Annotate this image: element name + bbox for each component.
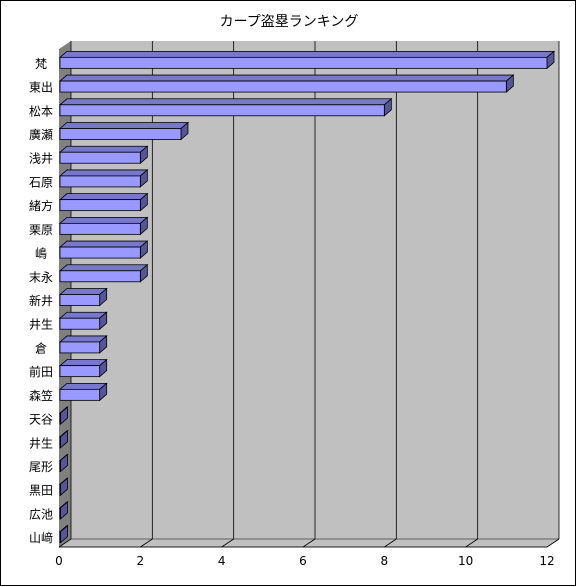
bar-top: [58, 50, 556, 58]
bar: [59, 56, 548, 69]
y-category-label: 廣瀬: [29, 128, 53, 142]
x-tick-label: 0: [55, 554, 63, 568]
bar-top: [58, 98, 393, 106]
y-category-label: 梵: [35, 57, 47, 71]
floor-gridline: [221, 538, 234, 548]
y-category-label: 末永: [29, 270, 53, 284]
chart-title: カープ盗塁ランキング: [220, 14, 359, 30]
bar-top: [58, 240, 149, 248]
y-category-label: 新井: [29, 293, 53, 308]
floor-gridline: [384, 538, 397, 548]
y-category-label: 広池: [29, 507, 53, 521]
y-category-label: 前田: [29, 364, 53, 379]
bar: [59, 483, 61, 496]
y-category-label: 石原: [29, 175, 53, 189]
bar: [59, 199, 141, 212]
bar: [59, 294, 101, 306]
bar-top: [58, 311, 108, 319]
bar-top: [58, 264, 149, 272]
bar: [59, 151, 141, 164]
x-tick-label: 2: [137, 554, 145, 568]
bar: [59, 175, 141, 188]
y-category-label: 東出: [29, 81, 53, 95]
y-category-label: 井生: [29, 318, 53, 332]
x-tick-label: 10: [458, 554, 473, 568]
bar-top: [58, 145, 149, 153]
floor-gridline: [140, 538, 153, 548]
y-category-label: 嶋: [35, 247, 47, 261]
bar-top: [58, 216, 149, 224]
bar: [59, 460, 61, 472]
bar-top: [58, 169, 149, 177]
bar: [59, 436, 61, 449]
x-tick-label: 4: [218, 554, 226, 568]
y-category-label: 山﨑: [29, 530, 53, 545]
bar: [59, 128, 182, 140]
floor-gridline: [465, 538, 478, 548]
y-category-label: 浅井: [29, 152, 53, 166]
bar: [59, 80, 507, 93]
bar-top: [58, 335, 108, 343]
y-category-label: 井生: [29, 436, 53, 450]
x-tick-label: 6: [299, 554, 307, 568]
bar: [59, 412, 61, 425]
y-category-label: 緒方: [29, 198, 53, 213]
bar: [59, 388, 101, 401]
bar: [59, 317, 101, 330]
floor-gridline: [302, 538, 316, 548]
bar-top: [58, 359, 108, 367]
bar: [59, 222, 141, 235]
bar-top: [58, 74, 515, 82]
floor-gridline: [546, 538, 560, 548]
y-category-label: 天谷: [29, 413, 53, 427]
x-tick-label: 12: [539, 554, 554, 568]
bar: [59, 507, 61, 520]
y-category-label: 栗原: [29, 223, 53, 237]
y-category-label: 松本: [29, 104, 53, 118]
plot-area: 0 2 4 6 8 10 12梵東出松本廣瀬浅井石原緒方栗原嶋末永新井井生倉前田森笠天谷井生…: [29, 41, 560, 568]
bar: [59, 531, 61, 544]
y-category-label: 森笠: [29, 388, 53, 403]
y-category-label: 倉: [35, 340, 47, 355]
floor-gridline: [58, 538, 72, 548]
bar: [59, 270, 141, 283]
bar-top: [58, 382, 108, 390]
y-category-label: 尾形: [29, 460, 53, 474]
bar: [59, 104, 385, 117]
bar-top: [58, 288, 108, 295]
x-tick-label: 8: [381, 554, 389, 568]
bar-top: [58, 193, 149, 201]
bar: [59, 365, 101, 378]
bar-top: [58, 122, 190, 129]
bar: [59, 246, 141, 259]
bar: [59, 341, 101, 354]
y-category-label: 黒田: [29, 484, 53, 498]
